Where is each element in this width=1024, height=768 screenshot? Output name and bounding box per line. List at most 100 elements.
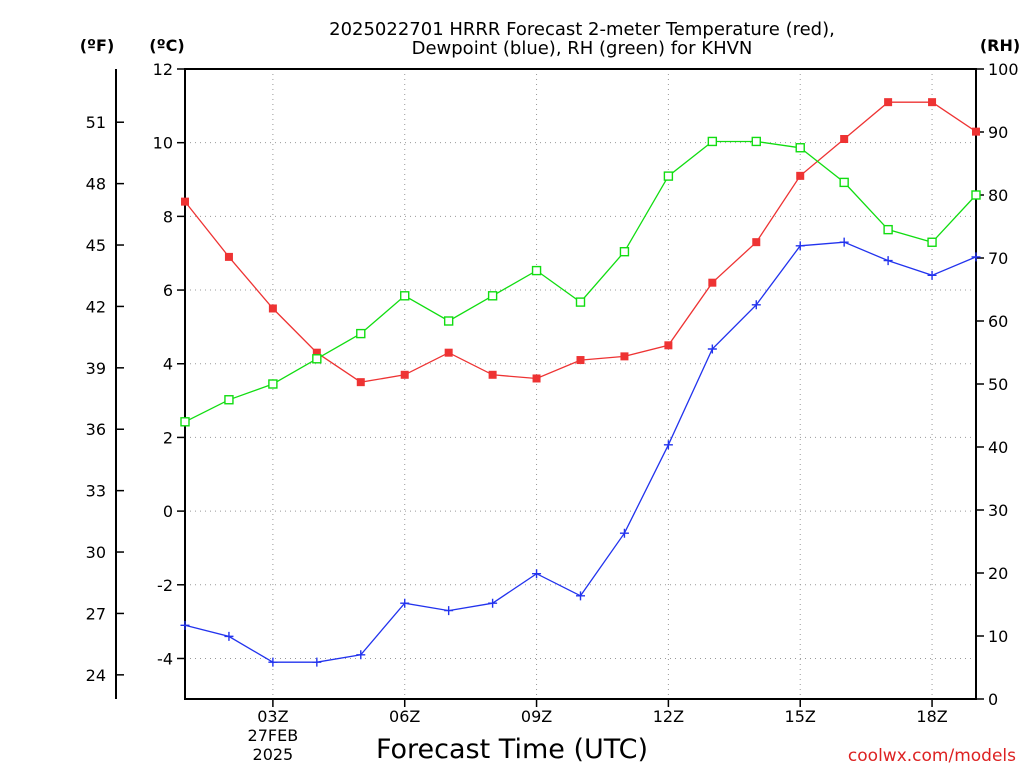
data-point [400,370,409,379]
data-point [444,348,453,357]
x-tick-sublabel: 2025 [253,745,294,764]
data-point [927,270,937,280]
data-point [268,657,278,667]
y-tick-label-rh: 100 [988,60,1019,79]
data-point [707,344,717,354]
data-point [883,224,893,235]
x-tick-label: 15Z [785,707,816,726]
data-point [619,528,629,538]
y-tick-label-f: 42 [86,297,106,316]
data-point [180,417,190,427]
y-tick-label-f: 33 [86,482,106,501]
y-tick-label-rh: 10 [988,627,1008,646]
y-tick-label-rh: 80 [988,186,1008,205]
data-point [443,316,454,326]
y-tick-label-c: -2 [157,576,173,595]
x-tick-label: 18Z [916,707,947,726]
y-tick-label-c: 2 [163,428,173,447]
x-tick-label: 12Z [653,707,684,726]
data-point [708,278,717,287]
axes: -4-2024681012010203040506070809010024273… [86,60,1019,764]
series-rh [180,136,981,427]
x-tick-label: 09Z [521,707,552,726]
y-tick-label-rh: 90 [988,123,1008,142]
y-tick-label-f: 27 [86,604,106,623]
x-tick-label: 03Z [257,707,288,726]
y-tick-label-f: 24 [86,666,106,685]
y-tick-label-rh: 60 [988,312,1008,331]
data-point [707,136,718,147]
data-point [356,328,366,339]
data-point [972,127,980,136]
data-point [488,370,497,379]
series-line [184,140,977,423]
data-point [224,631,234,641]
data-point [312,354,322,364]
data-point [751,300,761,310]
x-axis-title: Forecast Time (UTC) [376,734,648,765]
y-tick-label-c: 10 [153,134,173,153]
chart-title-line-2: Dewpoint (blue), RH (green) for KHVN [412,38,753,59]
data-point [619,246,630,257]
data-point [531,265,542,276]
y-tick-label-rh: 0 [988,690,998,709]
y-tick-label-c: 8 [163,207,173,226]
watermark-text: coolwx.com/models [848,746,1016,766]
data-point [796,171,805,180]
data-point [268,379,278,389]
y-tick-label-f: 36 [86,420,106,439]
data-point [312,657,322,667]
y-tick-label-c: 4 [163,355,173,374]
series [180,98,981,667]
data-point [884,98,893,107]
y-tick-label-c: 6 [163,281,173,300]
y-tick-label-rh: 40 [988,438,1008,457]
data-point [928,98,937,107]
data-point [752,238,761,247]
y-tick-label-c: 12 [153,60,173,79]
grid [185,68,976,699]
unit-label-celsius: (ºC) [149,36,184,55]
data-point [840,135,849,143]
data-point [663,440,673,450]
y-tick-label-f: 51 [86,113,106,132]
plot-frame [184,68,977,700]
data-point [444,606,454,616]
data-point [488,598,498,608]
data-point [400,598,410,608]
y-tick-label-f: 39 [86,359,106,378]
data-point [180,620,190,630]
y-tick-label-f: 45 [86,236,106,255]
series-line [184,101,977,383]
data-point [532,569,542,579]
data-point [181,197,189,206]
data-point [620,352,629,361]
series-temperature [181,98,980,387]
y-tick-label-f: 48 [86,175,106,194]
data-point [224,395,234,405]
data-point [576,356,585,365]
data-point [971,252,981,262]
data-point [927,237,937,247]
x-tick-sublabel: 27FEB [248,726,299,745]
data-point [795,143,805,153]
data-point [576,591,585,601]
data-point [356,650,366,660]
data-point [663,171,674,181]
x-tick-label: 06Z [389,707,420,726]
data-point [575,297,586,307]
data-point [312,348,321,357]
data-point [532,374,541,383]
unit-label-rh: (RH) [980,36,1020,55]
y-tick-label-c: -4 [157,649,173,668]
y-tick-label-rh: 70 [988,249,1008,268]
data-point [795,241,805,251]
data-point [664,341,673,350]
y-tick-label-rh: 20 [988,564,1008,583]
data-point [751,136,761,147]
chart-title-line-1: 2025022701 HRRR Forecast 2-meter Tempera… [329,19,835,40]
data-point [224,252,233,261]
data-point [487,291,498,301]
y-tick-label-f: 30 [86,543,106,562]
